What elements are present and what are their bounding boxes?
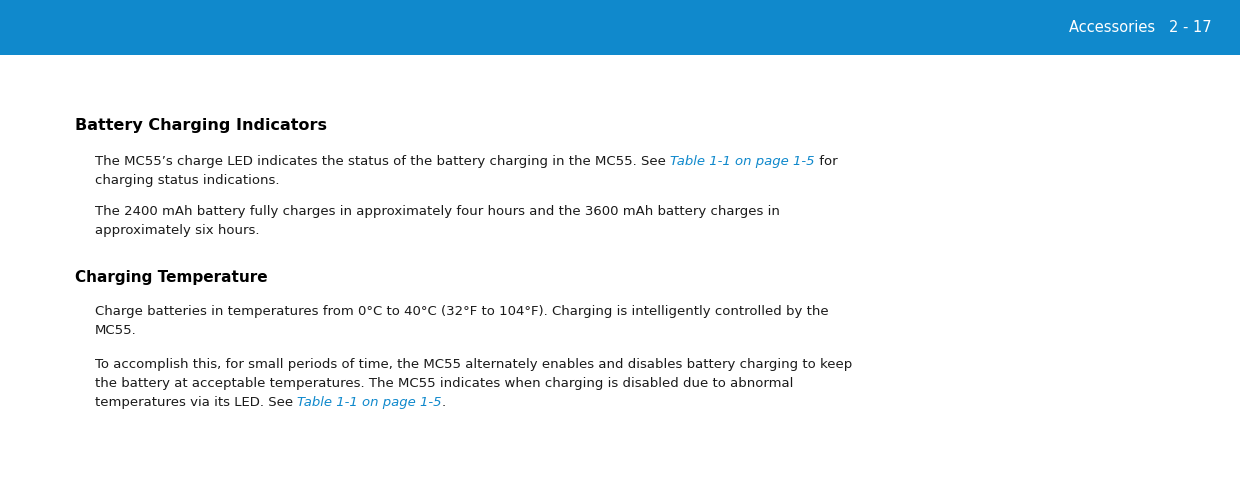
Text: for: for [815,155,837,168]
Text: Table 1-1 on page 1-5: Table 1-1 on page 1-5 [298,396,441,409]
Text: .: . [441,396,446,409]
Text: Table 1-1 on page 1-5: Table 1-1 on page 1-5 [670,155,815,168]
Text: the battery at acceptable temperatures. The MC55 indicates when charging is disa: the battery at acceptable temperatures. … [95,377,794,390]
Text: Charge batteries in temperatures from 0°C to 40°C (32°F to 104°F). Charging is i: Charge batteries in temperatures from 0°… [95,305,828,318]
Text: approximately six hours.: approximately six hours. [95,224,259,237]
Text: The MC55’s charge LED indicates the status of the battery charging in the MC55. : The MC55’s charge LED indicates the stat… [95,155,670,168]
Text: charging status indications.: charging status indications. [95,174,279,187]
Text: MC55.: MC55. [95,324,136,337]
Text: The 2400 mAh battery fully charges in approximately four hours and the 3600 mAh : The 2400 mAh battery fully charges in ap… [95,205,780,218]
Text: Battery Charging Indicators: Battery Charging Indicators [74,118,327,133]
Text: temperatures via its LED. See: temperatures via its LED. See [95,396,298,409]
Text: Accessories   2 - 17: Accessories 2 - 17 [1069,20,1211,35]
Bar [0,0,1240,55]
Text: To accomplish this, for small periods of time, the MC55 alternately enables and : To accomplish this, for small periods of… [95,358,852,371]
Text: Charging Temperature: Charging Temperature [74,270,268,285]
